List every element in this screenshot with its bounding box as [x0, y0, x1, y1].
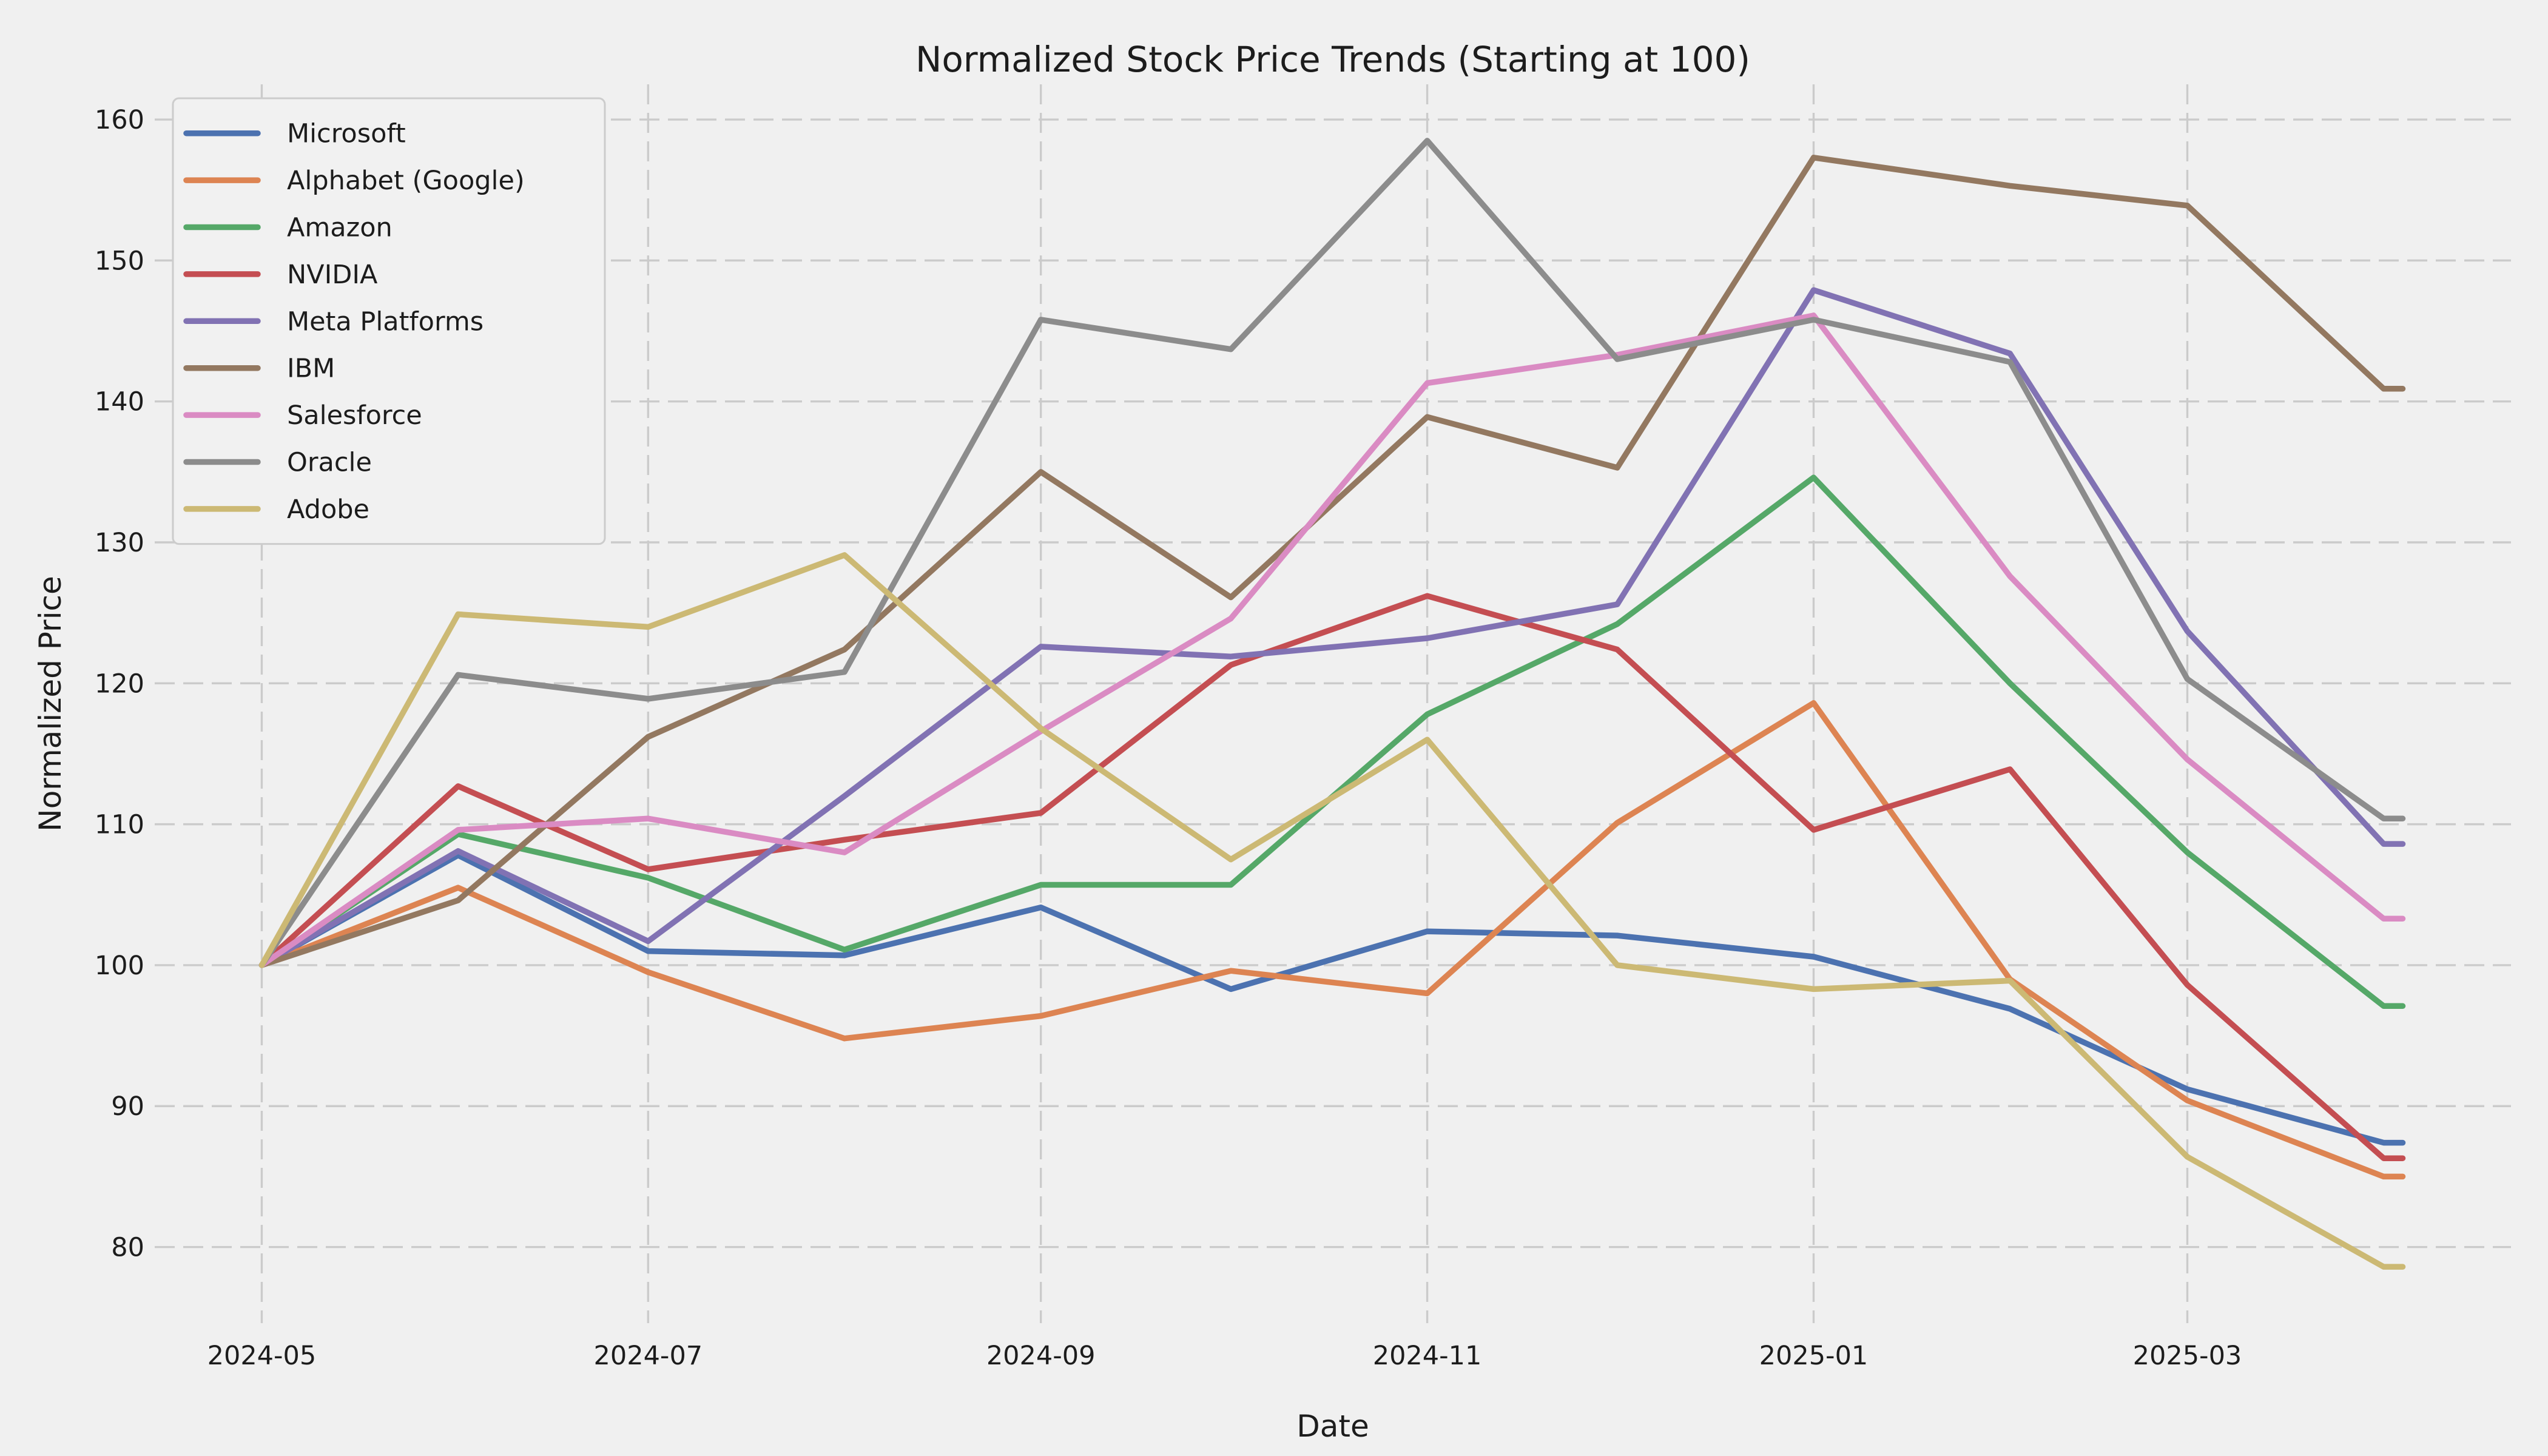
legend-item-label: NVIDIA [287, 260, 378, 290]
y-tick-labels: 80 90 100 110 120 130 140 150 160 [95, 105, 144, 1262]
legend-frame [172, 97, 606, 545]
legend-item-amazon: Amazon [183, 213, 393, 243]
series-line-microsoft [258, 852, 2406, 1146]
chart-title: Normalized Stock Price Trends (Starting … [915, 39, 1750, 80]
legend-item-microsoft: Microsoft [183, 119, 406, 149]
y-tick-label: 150 [95, 246, 144, 276]
series-line-adobe [258, 552, 2406, 1270]
legend-item-label: Salesforce [287, 400, 422, 431]
x-tick-label: 2024-09 [986, 1341, 1096, 1371]
series-line-salesforce [258, 312, 2406, 968]
y-tick-label: 160 [95, 105, 144, 135]
series-line-nvidia [258, 593, 2406, 1161]
x-tick-label: 2024-05 [207, 1341, 317, 1371]
legend-item-alphabet-google: Alphabet (Google) [183, 166, 525, 196]
legend-item-label: Amazon [287, 213, 393, 243]
legend-item-label: Adobe [287, 494, 369, 525]
series-line-meta-platforms [258, 287, 2406, 968]
legend-item-label: IBM [287, 354, 335, 384]
y-tick-label: 140 [95, 387, 144, 417]
series-line-amazon [258, 474, 2406, 1009]
y-tick-label: 80 [111, 1233, 144, 1263]
series-lines [258, 138, 2406, 1270]
x-tick-label: 2024-07 [594, 1341, 703, 1371]
y-tick-label: 130 [95, 528, 144, 558]
legend-item-nvidia: NVIDIA [183, 260, 378, 290]
y-gridlines [155, 118, 2511, 1249]
series-line-oracle [258, 138, 2406, 968]
legend-item-ibm: IBM [183, 354, 335, 384]
legend-item-label: Oracle [287, 448, 372, 478]
legend-item-meta-platforms: Meta Platforms [183, 306, 484, 337]
legend-item-label: Alphabet (Google) [287, 166, 525, 196]
x-tick-labels: 2024-05 2024-07 2024-09 2024-11 2025-01 2025-… [207, 1341, 2242, 1371]
legend-item-adobe: Adobe [183, 494, 369, 525]
y-tick-label: 100 [95, 951, 144, 981]
legend-item-oracle: Oracle [183, 448, 372, 478]
y-axis-label: Normalized Price [33, 576, 68, 831]
series-line-alphabet-google [258, 700, 2406, 1180]
y-tick-label: 110 [95, 810, 144, 840]
legend: Microsoft Alphabet (Google) Amazon NVIDIA Me… [172, 97, 606, 545]
x-gridlines [260, 84, 2189, 1323]
y-tick-label: 120 [95, 669, 144, 699]
y-tick-label: 90 [111, 1091, 144, 1122]
legend-item-salesforce: Salesforce [183, 400, 422, 431]
x-tick-label: 2025-01 [1759, 1341, 1869, 1371]
legend-item-label: Meta Platforms [287, 306, 484, 337]
series-line-ibm [258, 155, 2406, 968]
x-tick-label: 2025-03 [2133, 1341, 2242, 1371]
legend-item-label: Microsoft [287, 119, 406, 149]
x-tick-label: 2024-11 [1373, 1341, 1482, 1371]
x-axis-label: Date [1296, 1409, 1369, 1444]
